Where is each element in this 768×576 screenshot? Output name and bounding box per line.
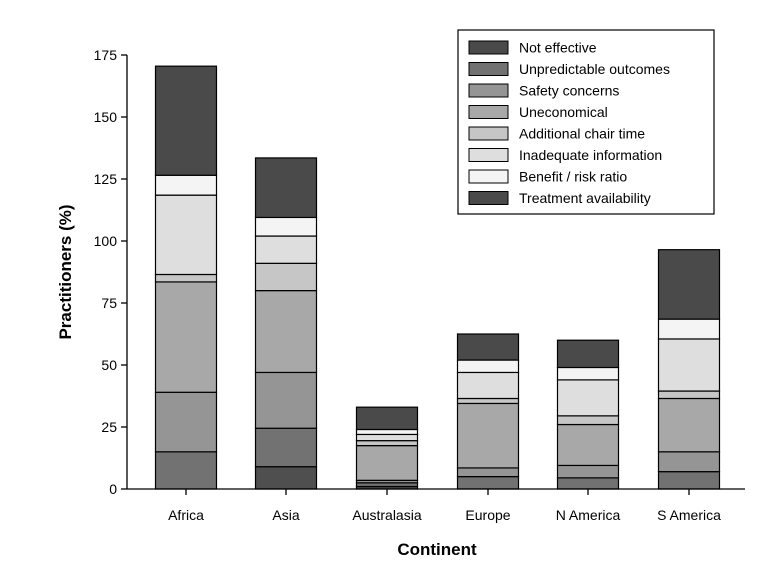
bar-segment-europe-unpredictable-outcomes xyxy=(456,476,520,490)
bars-layer xyxy=(154,65,721,490)
bar-segment-africa-unpredictable-outcomes xyxy=(154,451,218,490)
bar-segment-australasia-uneconomical xyxy=(355,445,419,481)
bar-segment-europe-uneconomical xyxy=(456,402,520,469)
bar-segment-n-america-unpredictable-outcomes xyxy=(556,477,620,490)
legend-box xyxy=(457,29,715,215)
bar-segment-africa-not-effective xyxy=(154,65,218,176)
bar-segment-asia-uneconomical xyxy=(254,290,318,374)
x-tick-label: Australasia xyxy=(352,507,421,523)
legend-swatch xyxy=(468,126,509,141)
legend-label: Benefit / risk ratio xyxy=(519,169,627,185)
legend-swatch xyxy=(468,40,509,55)
y-axis-title: Practitioners (%) xyxy=(56,204,75,339)
legend-label: Uneconomical xyxy=(519,104,608,120)
y-tick-label: 125 xyxy=(94,171,118,187)
legend-label: Additional chair time xyxy=(519,126,645,142)
y-tick-label: 100 xyxy=(94,233,118,249)
bar-segment-europe-inadequate-information xyxy=(456,371,520,400)
legend: Not effective Unpredictable outcomes Safet… xyxy=(457,29,715,215)
axes-layer: 0 25 50 75 100 125 150 175 Africa Asia Australasia… xyxy=(94,47,745,523)
x-tick-label: S America xyxy=(657,507,721,523)
bar-segment-s-america-not-effective xyxy=(657,249,721,320)
bar-segment-asia-additional-chair-time xyxy=(254,262,318,292)
bar-segment-n-america-inadequate-information xyxy=(556,379,620,417)
bar-segment-europe-benefit-risk-ratio xyxy=(456,359,520,374)
bar-segment-europe-additional-chair-time xyxy=(456,397,520,405)
bar-segment-s-america-inadequate-information xyxy=(657,338,721,392)
bar-segment-australasia-benefit-risk-ratio xyxy=(355,428,419,436)
y-tick-label: 0 xyxy=(109,481,117,497)
bar-segment-africa-uneconomical xyxy=(154,281,218,393)
bar-segment-s-america-safety-concerns xyxy=(657,451,721,473)
bar-segment-africa-safety-concerns xyxy=(154,391,218,453)
y-tick-label: 150 xyxy=(94,109,118,125)
legend-swatch xyxy=(468,148,509,162)
legend-swatch xyxy=(468,62,509,76)
bar-segment-asia-safety-concerns xyxy=(254,371,318,429)
bar-segment-n-america-not-effective xyxy=(556,339,620,369)
legend-swatch xyxy=(468,191,509,205)
bar-segment-s-america-uneconomical xyxy=(657,397,721,453)
x-axis-title: Continent xyxy=(397,540,477,559)
bar-segment-n-america-uneconomical xyxy=(556,423,620,467)
y-tick-label: 25 xyxy=(101,419,117,435)
bar-segment-australasia-additional-chair-time xyxy=(355,440,419,447)
y-tick-label: 175 xyxy=(94,47,118,63)
y-tick-label: 75 xyxy=(101,295,117,311)
bar-segment-asia-unpredictable-outcomes xyxy=(254,427,318,468)
legend-swatch xyxy=(468,169,509,184)
bar-segment-s-america-additional-chair-time xyxy=(657,390,721,400)
bar-segment-europe-not-effective xyxy=(456,333,520,361)
bar-segment-n-america-additional-chair-time xyxy=(556,415,620,426)
bar-segment-australasia-not-effective xyxy=(355,406,419,431)
legend-label: Unpredictable outcomes xyxy=(519,61,670,77)
bar-segment-asia-inadequate-information xyxy=(254,235,318,264)
legend-label: Treatment availability xyxy=(519,190,651,206)
legend-label: Inadequate information xyxy=(519,147,662,163)
legend-swatch xyxy=(468,105,509,119)
bar-segment-africa-benefit-risk-ratio xyxy=(154,174,218,196)
y-tick-label: 50 xyxy=(101,357,117,373)
legend-swatch xyxy=(468,83,509,98)
bar-segment-europe-safety-concerns xyxy=(456,467,520,478)
bar-segment-n-america-benefit-risk-ratio xyxy=(556,366,620,381)
bar-segment-africa-inadequate-information xyxy=(154,194,218,276)
x-tick-label: Africa xyxy=(168,507,204,523)
bar-segment-asia-not-effective xyxy=(254,157,318,219)
bar-segment-s-america-benefit-risk-ratio xyxy=(657,318,721,340)
x-tick-label: Asia xyxy=(272,507,299,523)
bar-segment-n-america-safety-concerns xyxy=(556,464,620,479)
x-tick-label: N America xyxy=(556,507,621,523)
legend-label: Safety concerns xyxy=(519,83,619,99)
bar-segment-asia-benefit-risk-ratio xyxy=(254,216,318,237)
legend-label: Not effective xyxy=(519,40,597,56)
bar-segment-australasia-inadequate-information xyxy=(355,433,419,442)
bar-segment-africa-additional-chair-time xyxy=(154,273,218,283)
bar-segment-asia-treatment-availability xyxy=(254,466,318,490)
bar-segment-s-america-unpredictable-outcomes xyxy=(657,471,721,490)
x-tick-label: Europe xyxy=(465,507,510,523)
